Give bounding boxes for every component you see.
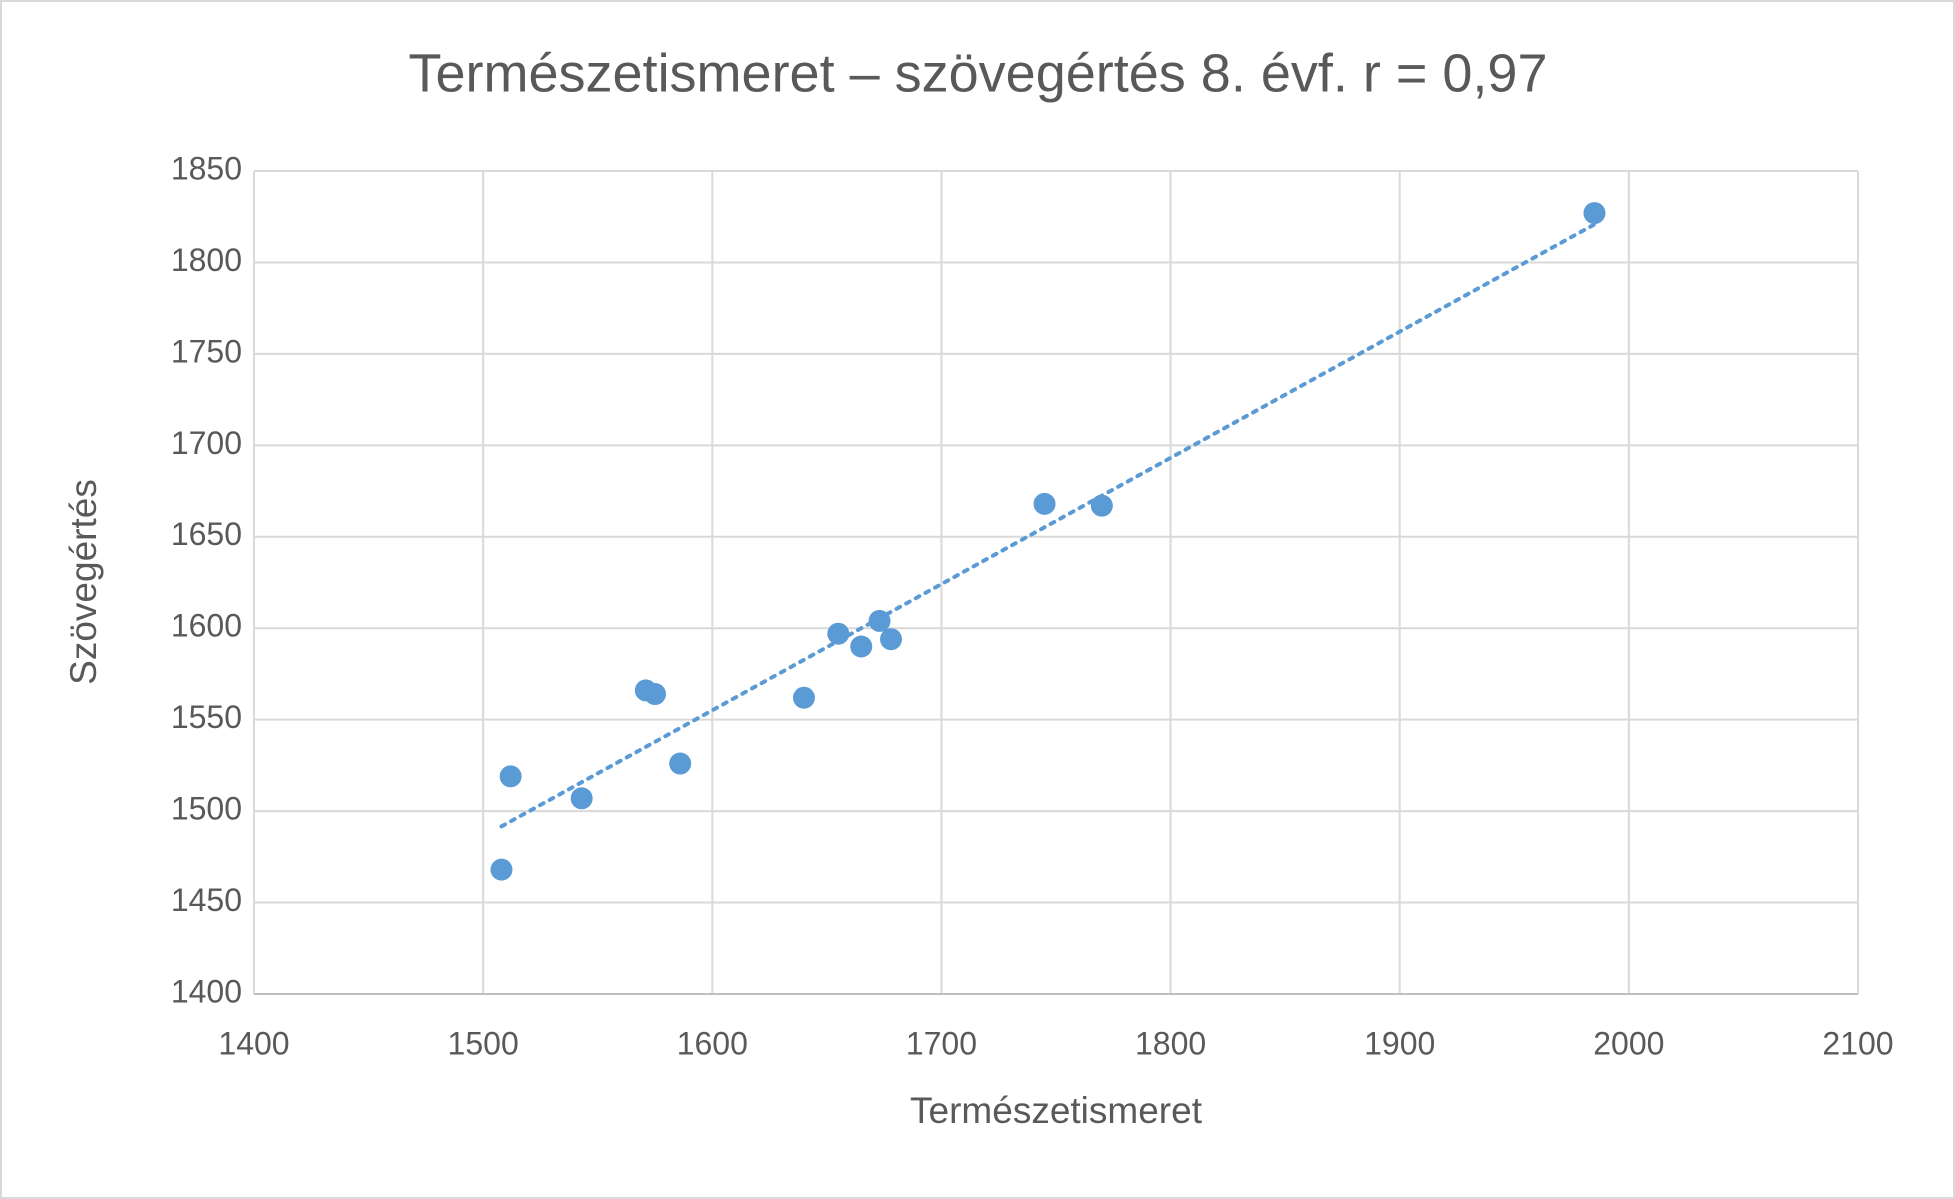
trendline (499, 222, 1597, 829)
y-axis-title: Szövegértés (63, 479, 104, 685)
x-tick-label: 2000 (1593, 1025, 1664, 1061)
x-tick-label: 1800 (1135, 1025, 1206, 1061)
y-tick-label: 1450 (171, 882, 242, 918)
y-tick-label: 1500 (171, 791, 242, 827)
data-point (792, 686, 815, 709)
x-tick-label: 1900 (1364, 1025, 1435, 1061)
y-tick-label: 1600 (171, 608, 242, 644)
y-tick-label: 1550 (171, 699, 242, 735)
data-point (850, 635, 873, 658)
data-point (868, 609, 891, 632)
x-tick-label: 2100 (1822, 1025, 1893, 1061)
data-point (880, 628, 903, 651)
x-tick-label: 1700 (906, 1025, 977, 1061)
data-point (669, 752, 692, 775)
data-point (1583, 202, 1606, 225)
y-tick-label: 1400 (171, 973, 242, 1009)
y-tick-label: 1850 (171, 150, 242, 186)
data-point (644, 683, 666, 706)
x-tick-label: 1500 (448, 1025, 519, 1061)
x-tick-label: 1600 (677, 1025, 748, 1061)
y-tick-label: 1750 (171, 333, 242, 369)
data-point (490, 858, 513, 881)
x-tick-label: 1400 (218, 1025, 289, 1061)
y-tick-label: 1700 (171, 425, 242, 461)
data-point (499, 765, 522, 788)
data-point (570, 787, 593, 810)
data-point (1090, 494, 1113, 517)
chart-title: Természetismeret – szövegértés 8. évf. r… (409, 43, 1548, 103)
data-point (827, 622, 850, 645)
data-point (1033, 492, 1056, 515)
y-tick-label: 1800 (171, 242, 242, 278)
x-axis-title: Természetismeret (910, 1090, 1203, 1131)
y-tick-label: 1650 (171, 516, 242, 552)
